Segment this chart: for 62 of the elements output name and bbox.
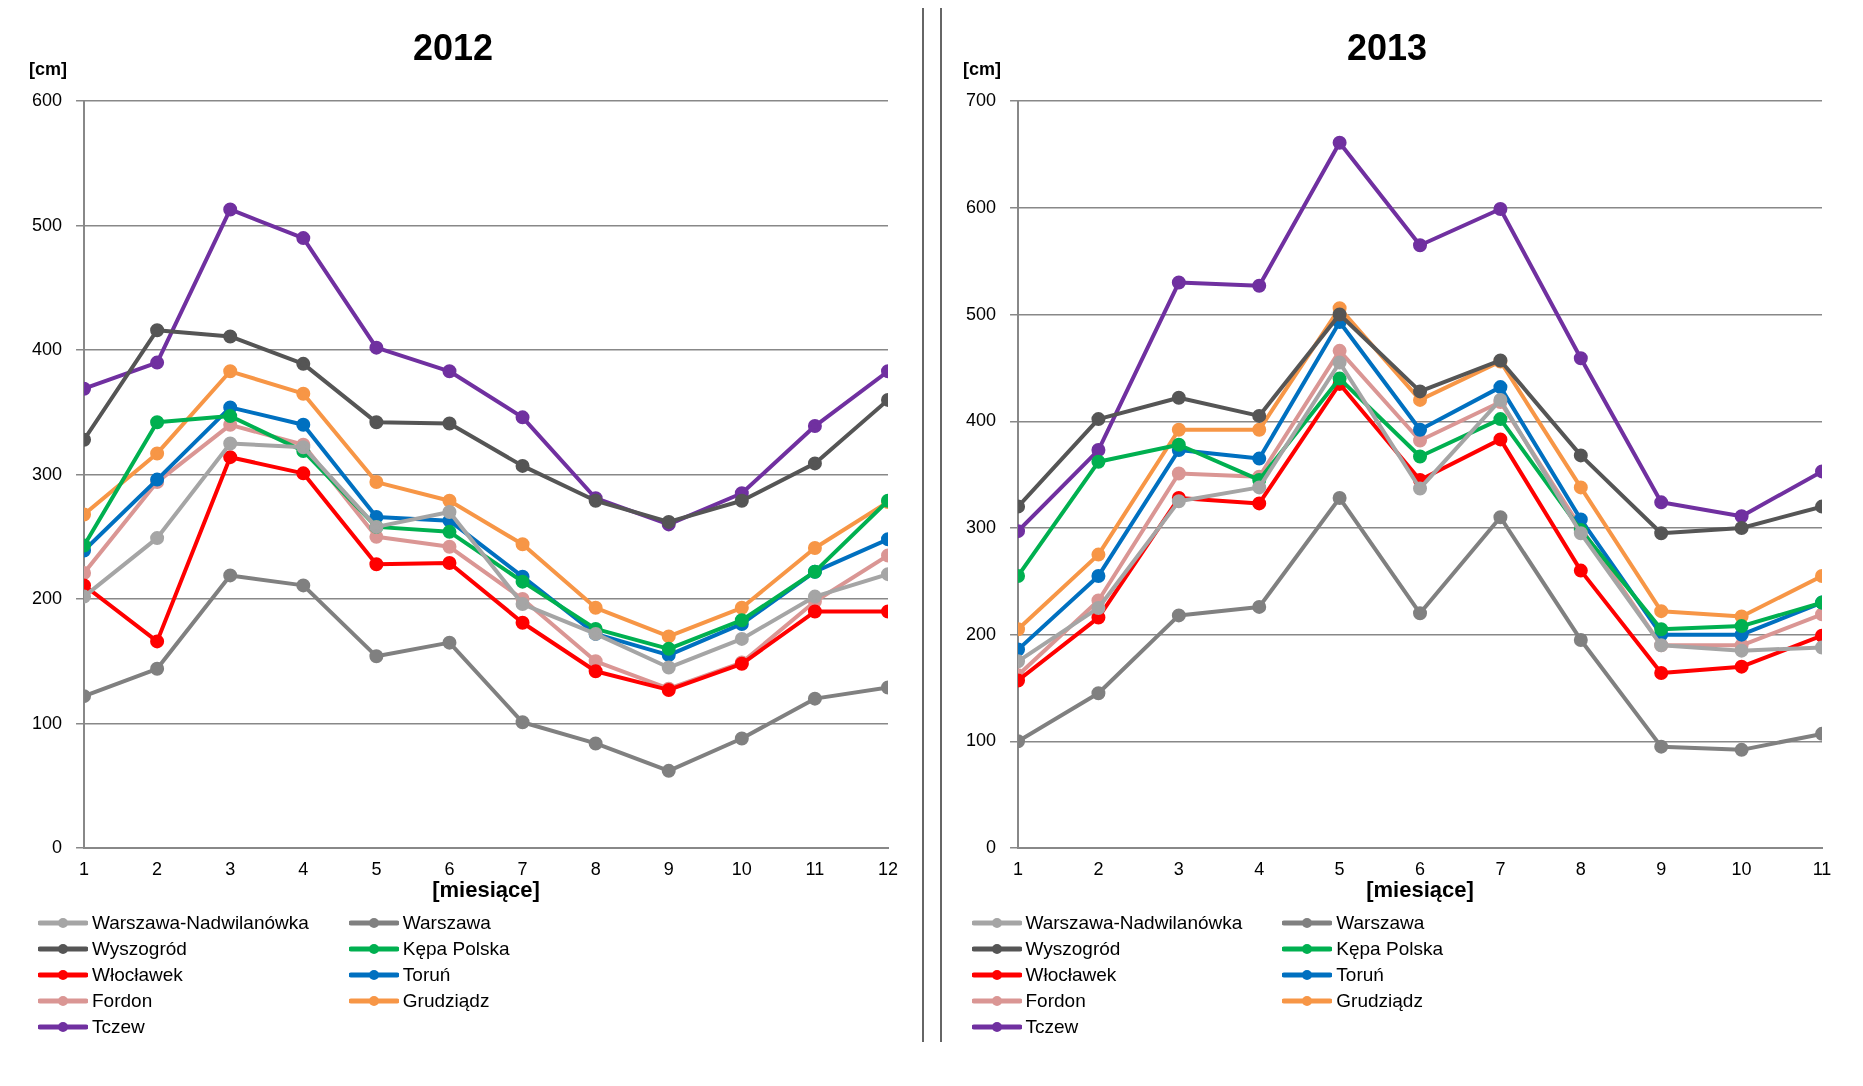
y-tick-label: 700 xyxy=(965,90,996,111)
x-tick-label: 1 xyxy=(79,858,90,879)
x-tick-label: 9 xyxy=(1655,858,1666,879)
x-tick-label: 10 xyxy=(1731,858,1752,879)
x-axis-title: [miesiące] xyxy=(432,876,540,902)
x-tick-label: 7 xyxy=(517,858,528,879)
legend-label: Wyszogród xyxy=(1025,938,1121,960)
y-tick-label: 600 xyxy=(965,196,996,217)
legend-label: Grudziądz xyxy=(402,990,490,1012)
x-tick-label: 8 xyxy=(590,858,601,879)
y-tick-label: 600 xyxy=(31,90,63,111)
y-tick-label: 300 xyxy=(965,516,996,537)
x-tick-label: 2 xyxy=(1092,858,1103,879)
legend-label: Kępa Polska xyxy=(402,938,510,960)
legend-label: Fordon xyxy=(92,990,153,1012)
chart-title: 2012 xyxy=(412,26,494,68)
y-tick-label: 300 xyxy=(31,463,63,484)
x-tick-label: 4 xyxy=(298,858,309,879)
x-tick-label: 5 xyxy=(371,858,382,879)
x-tick-label: 12 xyxy=(877,858,899,879)
x-tick-label: 1 xyxy=(1012,858,1023,879)
x-tick-label: 2 xyxy=(152,858,163,879)
legend-label: Warszawa-Nadwilanówka xyxy=(92,912,309,934)
y-tick-label: 500 xyxy=(31,214,63,235)
y-tick-label: 200 xyxy=(31,588,63,609)
x-tick-label: 3 xyxy=(225,858,236,879)
y-tick-label: 400 xyxy=(31,339,63,360)
legend-label: Włocławek xyxy=(1025,964,1117,986)
y-tick-label: 500 xyxy=(965,303,996,324)
x-tick-label: 8 xyxy=(1575,858,1586,879)
legend-label: Fordon xyxy=(1025,990,1086,1012)
y-tick-label: 200 xyxy=(965,623,996,644)
x-tick-label: 4 xyxy=(1253,858,1264,879)
legend-label: Grudziądz xyxy=(1336,990,1423,1012)
y-axis-title: [cm] xyxy=(962,59,1001,80)
x-tick-label: 9 xyxy=(663,858,674,879)
x-tick-label: 5 xyxy=(1334,858,1345,879)
legend-label: Toruń xyxy=(1336,964,1384,986)
y-tick-label: 400 xyxy=(965,410,996,431)
legend-label: Wyszogród xyxy=(92,938,187,960)
legend-label: Włocławek xyxy=(92,964,183,986)
y-tick-label: 0 xyxy=(985,836,996,857)
x-tick-label: 11 xyxy=(805,858,825,879)
y-axis-title: [cm] xyxy=(28,59,68,80)
y-tick-label: 100 xyxy=(31,712,63,733)
x-tick-label: 10 xyxy=(731,858,752,879)
legend-label: Tczew xyxy=(1025,1016,1079,1038)
legend-label: Warszawa-Nadwilanówka xyxy=(1025,912,1243,934)
legend-label: Tczew xyxy=(92,1016,145,1038)
x-tick-label: 7 xyxy=(1494,858,1505,879)
x-tick-label: 3 xyxy=(1173,858,1184,879)
legend-label: Warszawa xyxy=(402,912,491,934)
x-tick-label: 11 xyxy=(1812,858,1831,879)
x-tick-label: 6 xyxy=(1414,858,1425,879)
y-tick-label: 0 xyxy=(52,836,63,857)
chart-title: 2013 xyxy=(1346,26,1427,68)
legend-label: Toruń xyxy=(402,964,451,986)
legend-label: Warszawa xyxy=(1336,912,1425,934)
y-tick-label: 100 xyxy=(965,730,996,751)
x-axis-title: [miesiące] xyxy=(1365,876,1474,902)
x-tick-label: 6 xyxy=(444,858,455,879)
legend-label: Kępa Polska xyxy=(1336,938,1443,960)
